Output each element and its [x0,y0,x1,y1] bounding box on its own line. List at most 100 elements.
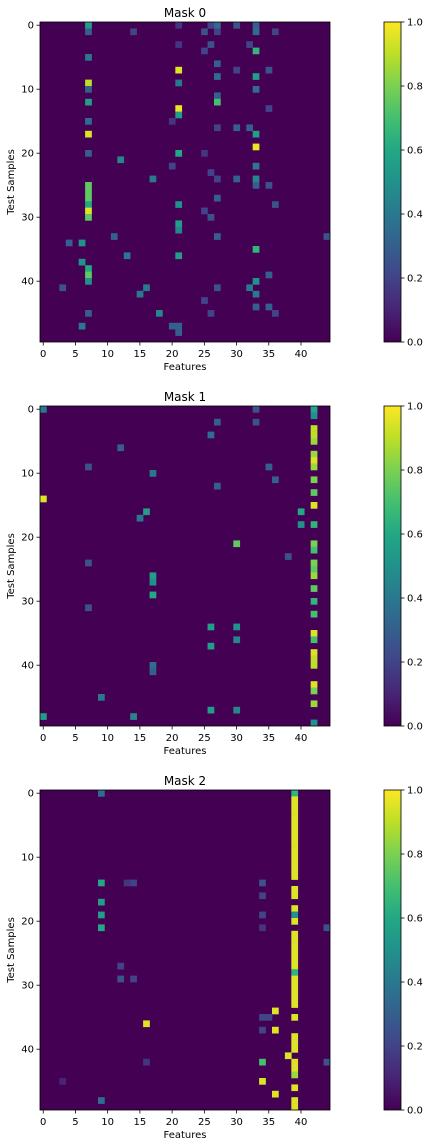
heatmap-cell [297,521,305,528]
heatmap-cell [310,546,318,554]
heatmap-cell [259,1014,266,1021]
colorbar-gradient [383,21,402,343]
heatmap-cell [310,450,318,458]
heatmap-cell [175,41,183,48]
heatmap-cell [265,66,273,74]
heatmap-cell [233,636,241,644]
colorbar-tick-label: 0.6 [407,146,423,157]
heatmap-cell [252,175,260,183]
heatmap-cell [259,1026,266,1034]
heatmap-cell [85,86,92,93]
heatmap-cell [85,559,92,567]
heatmap-cell [272,201,279,208]
heatmap-cell [214,482,221,490]
heatmap-cell [201,28,208,36]
heatmap-cell [130,713,137,720]
heatmap-cell [259,892,266,900]
heatmap-cell [233,124,241,132]
heatmap-cell [98,1097,105,1104]
heatmap-cell [130,975,137,983]
heatmap-cell [85,79,92,87]
heatmap-cell [310,438,318,445]
heatmap-cell [117,156,125,164]
heatmap-cell [252,418,260,426]
heatmap-cell [291,822,299,829]
chart-title: Mask 0 [164,6,206,20]
y-tick-label: 0 [28,405,34,416]
heatmap-cell [252,130,260,138]
heatmap-cell [272,476,279,484]
heatmap-cell [291,834,299,842]
heatmap-cell [117,975,125,983]
heatmap-cell [265,271,273,279]
heatmap-cell [310,598,318,605]
heatmap-cell [130,879,137,887]
heatmap-cell [207,41,215,48]
heatmap-cell [291,905,299,912]
colorbar-tick-label: 1.0 [407,402,423,413]
heatmap-cell [252,143,260,151]
heatmap-cell [85,604,92,612]
heatmap-cell [143,508,150,516]
heatmap-cell [246,284,253,292]
x-tick-label: 40 [295,1117,308,1128]
heatmap-cell [40,406,47,413]
heatmap-cell [310,566,318,573]
heatmap-cell [246,124,253,132]
colorbar-tick-label: 0.8 [407,82,423,93]
heatmap-cell [201,297,208,304]
x-tick-label: 35 [262,349,275,360]
heatmap-cell [252,406,260,413]
heatmap-cell [59,284,67,292]
heatmap-cell [291,1039,299,1047]
heatmap-cell [78,322,86,330]
heatmap-cell [291,930,299,938]
colorbar: 0.0 0.2 0.4 0.6 0.8 1.0 [383,402,423,733]
colorbar-tick-label: 0.2 [407,1042,423,1053]
x-tick-label: 20 [166,733,179,744]
x-tick-label: 15 [134,349,147,360]
heatmap-cell [85,463,92,471]
heatmap-cell [272,310,279,317]
heatmap-cell [310,457,318,464]
heatmap-cell [310,489,318,496]
heatmap-cell [233,623,241,631]
heatmap-cell [291,892,299,900]
heatmap-cell [272,1090,279,1098]
heatmap-cell [310,559,318,567]
heatmap-cell [233,706,241,714]
heatmap-cell [149,591,157,599]
heatmap-cell [310,681,318,688]
heatmap-cell [214,73,221,80]
heatmap-cell [259,879,266,887]
heatmap-cell [252,22,260,29]
heatmap-cell [291,956,299,964]
heatmap-cell [117,444,125,452]
y-tick-label: 10 [21,469,34,480]
heatmap-cell [291,796,299,804]
heatmap-cell [291,847,299,855]
colorbar-tick-label: 0.4 [407,594,423,605]
axes-frame [39,21,331,343]
colorbar-tick-label: 1.0 [407,786,423,797]
y-tick-label: 10 [21,85,34,96]
heatmap-cell [284,553,292,560]
heatmap-cell [214,233,221,240]
heatmap-cell [310,521,318,528]
colorbar-tick-label: 0.8 [407,466,423,477]
heatmap-cell [291,866,299,874]
heatmap-cell [207,169,215,176]
heatmap-cell [149,572,157,580]
colorbar-tick-label: 0.8 [407,850,423,861]
heatmap-cell [175,79,183,87]
heatmap-cell [310,585,318,592]
heatmap-cell [98,879,105,887]
heatmap-cell [143,1020,150,1028]
x-tick-label: 5 [72,733,78,744]
y-tick-label: 20 [21,533,34,544]
heatmap-cell [252,47,260,55]
heatmap-cell [175,150,183,157]
heatmap-cell [323,233,331,240]
heatmap-cell [149,470,157,477]
x-tick-label: 0 [40,733,46,744]
